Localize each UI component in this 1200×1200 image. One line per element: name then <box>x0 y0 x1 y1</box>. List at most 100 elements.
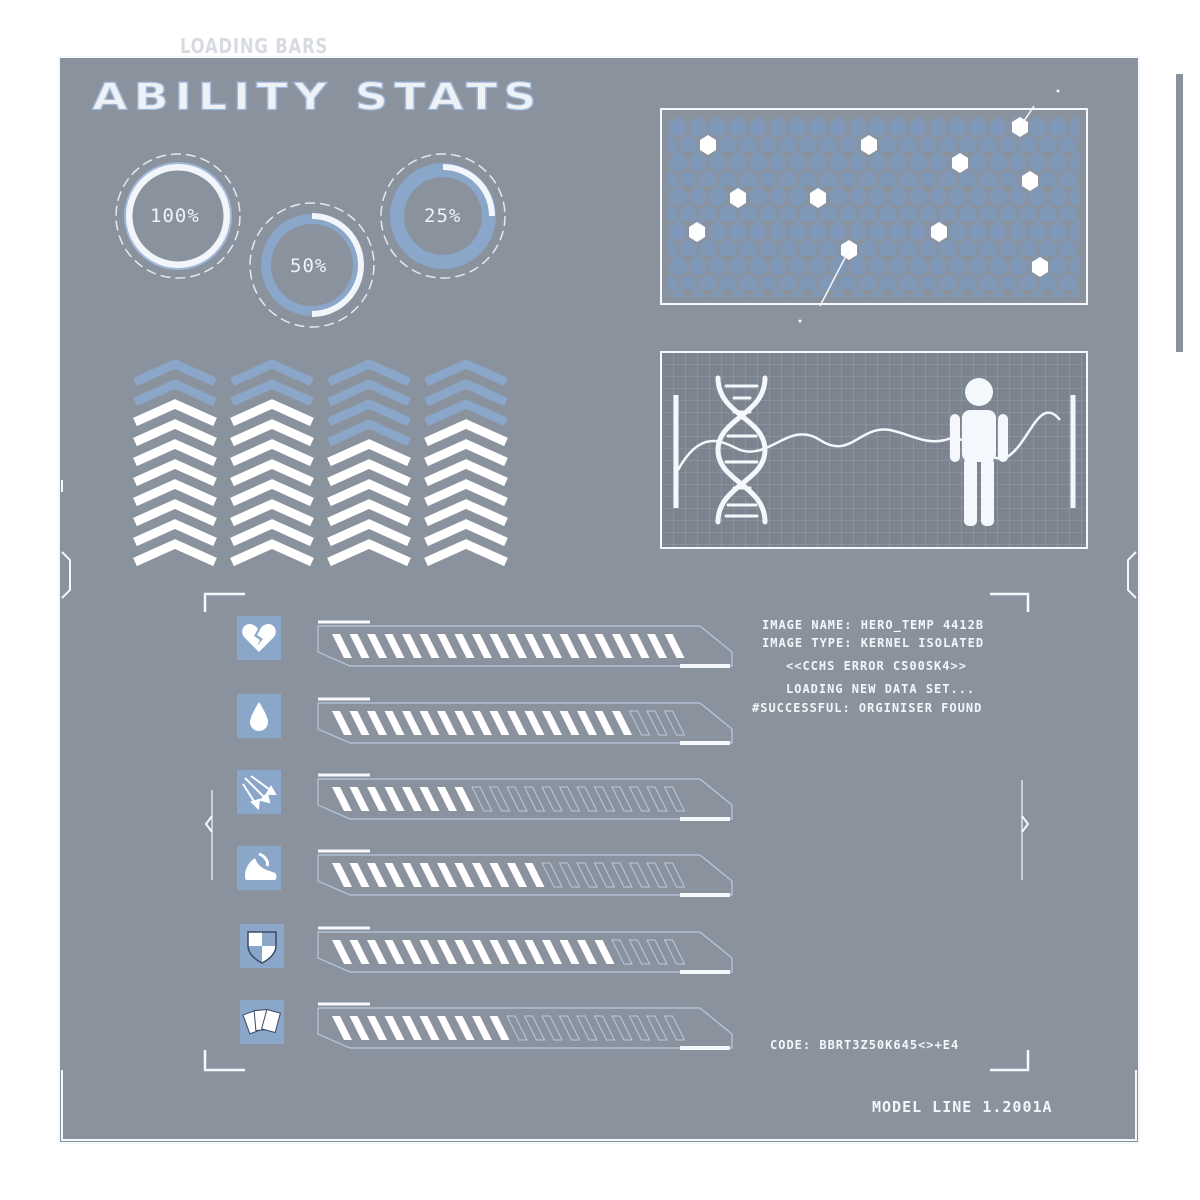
bar-segment <box>419 787 440 811</box>
chevron <box>133 519 217 547</box>
bar-segment <box>472 711 492 735</box>
bar-segment <box>524 711 545 735</box>
bar-segment <box>541 786 563 812</box>
bar-segment <box>419 863 440 887</box>
console-frame <box>203 592 1030 1072</box>
hex-node <box>810 188 826 208</box>
bar-segment <box>646 939 668 965</box>
chevron <box>327 439 411 467</box>
chevron <box>327 519 411 547</box>
bar-segment <box>663 1015 686 1041</box>
chevron-column <box>327 359 411 567</box>
stat-bar <box>317 620 733 668</box>
ring-50 <box>249 202 375 328</box>
loading-text: LOADING NEW DATA SET... <box>786 682 976 696</box>
chevron-column <box>133 359 217 567</box>
bar-segment <box>541 1015 563 1041</box>
dna-scan-panel <box>660 351 1088 549</box>
stat-bars <box>317 620 733 1050</box>
bar-segment <box>489 711 510 735</box>
success-text: #SUCCESSFUL: ORGINISER FOUND <box>752 701 983 715</box>
bar-segment <box>523 1015 546 1041</box>
bar-segment <box>384 940 405 964</box>
hex-map <box>660 89 1088 323</box>
chevron <box>230 419 314 447</box>
bar-segment <box>402 711 422 735</box>
bar-segment <box>488 786 511 812</box>
chevron <box>133 379 217 407</box>
bar-segment <box>437 711 457 735</box>
bar-segment <box>646 862 668 888</box>
bar-segment <box>612 634 632 658</box>
bar-segment <box>663 786 686 812</box>
chevron <box>327 419 411 447</box>
bar-segment <box>507 711 527 735</box>
chevron <box>230 439 314 467</box>
bar-segment <box>506 786 528 812</box>
ring-25-label: 25% <box>424 205 462 227</box>
bar-segment <box>384 787 405 811</box>
chevron <box>327 499 411 527</box>
chevron <box>133 499 217 527</box>
page-title: ABILITY STATS <box>91 73 543 119</box>
human-figure-icon <box>950 378 1008 526</box>
hex-node <box>700 135 716 155</box>
chevron <box>424 499 508 527</box>
bar-segment <box>611 1015 633 1041</box>
chevron <box>230 519 314 547</box>
bar-segment <box>402 940 422 964</box>
hex-node <box>931 222 947 242</box>
arrows-icon <box>237 770 281 814</box>
bar-segment <box>384 634 405 658</box>
bar-segment <box>472 634 492 658</box>
bar-segment <box>611 786 633 812</box>
bar-segment <box>454 634 475 658</box>
stat-bar <box>317 773 733 821</box>
bar-segment <box>524 863 545 887</box>
bar-segment <box>349 940 370 964</box>
running-shoe-icon <box>237 846 281 890</box>
chevron <box>230 499 314 527</box>
bar-segment <box>611 939 633 965</box>
chevron <box>424 359 508 387</box>
bar-segment <box>593 862 616 888</box>
panel-frame <box>61 480 1137 1141</box>
bar-segment <box>612 711 632 735</box>
bar-segment <box>332 940 352 964</box>
chevron <box>133 479 217 507</box>
bar-segment <box>628 939 651 965</box>
bar-segment <box>384 711 405 735</box>
bar-segment <box>332 711 352 735</box>
bar-segment <box>594 634 615 658</box>
bar-segment <box>647 634 667 658</box>
bar-segment <box>524 634 545 658</box>
stat-bar <box>317 697 733 745</box>
bar-segment <box>437 863 457 887</box>
playing-cards-icon <box>240 1000 284 1044</box>
stat-bar <box>317 849 733 897</box>
ring-100-label: 100% <box>150 205 200 227</box>
chevron <box>327 479 411 507</box>
bar-segment <box>489 634 510 658</box>
bar-segment <box>629 634 650 658</box>
bar-segment <box>577 634 597 658</box>
ring-100 <box>115 153 241 279</box>
chevron <box>230 539 314 567</box>
bar-segment <box>384 863 405 887</box>
bar-segment <box>593 786 616 812</box>
bar-segment <box>506 1015 528 1041</box>
chevron <box>424 479 508 507</box>
bar-segment <box>507 940 527 964</box>
bar-segment <box>332 1016 352 1040</box>
chevron <box>327 359 411 387</box>
bar-segment <box>558 1015 581 1041</box>
chevron <box>424 519 508 547</box>
bar-segment <box>454 863 475 887</box>
top-label: LOADING BARS <box>180 34 329 58</box>
bar-segment <box>594 940 615 964</box>
bar-segment <box>454 1016 475 1040</box>
chevron <box>133 539 217 567</box>
bar-segment <box>663 939 686 965</box>
bar-segment <box>419 1016 440 1040</box>
